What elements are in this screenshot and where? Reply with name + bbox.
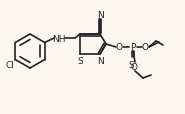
Text: O: O [115, 43, 122, 52]
Text: N: N [97, 57, 103, 66]
Text: Cl: Cl [6, 60, 15, 69]
Text: O: O [130, 63, 137, 72]
Text: NH: NH [52, 34, 66, 43]
Text: S: S [77, 57, 83, 66]
Text: S: S [128, 61, 134, 70]
Text: N: N [97, 10, 103, 19]
Text: P: P [130, 43, 136, 52]
Text: O: O [142, 43, 149, 52]
